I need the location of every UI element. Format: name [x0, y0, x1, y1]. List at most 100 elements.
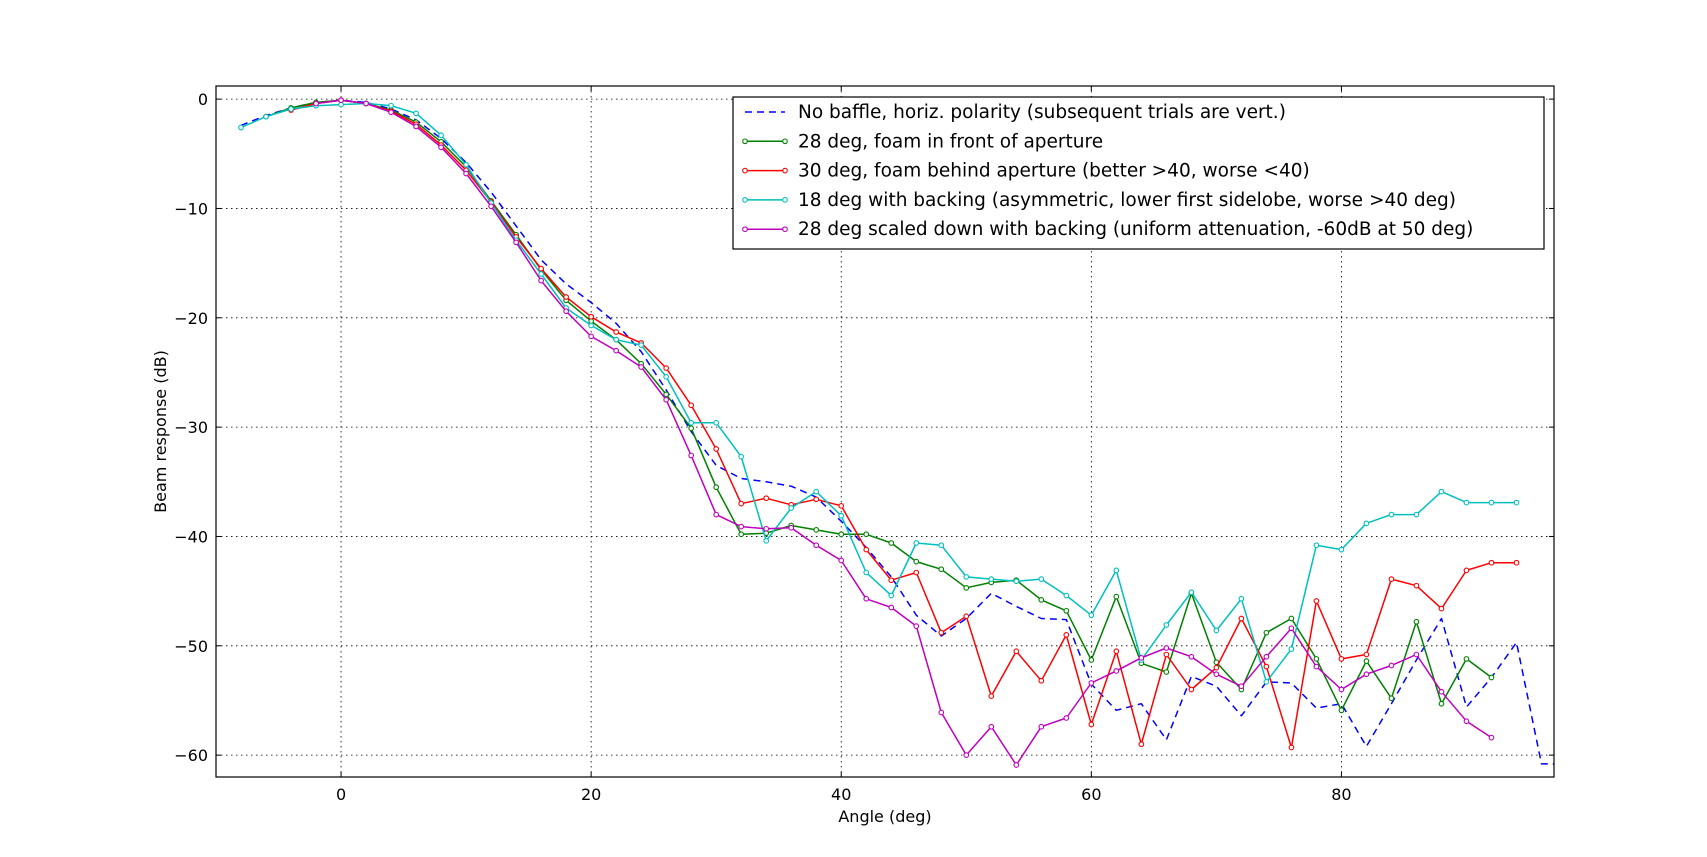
- series-2-point: [938, 566, 945, 573]
- x-tick-label: 60: [1081, 785, 1101, 804]
- y-tick-label: −20: [174, 309, 208, 328]
- series-3-point: [1263, 663, 1270, 670]
- series-5-point: [713, 511, 720, 518]
- series-4-point: [288, 106, 294, 112]
- series-5-point: [1063, 715, 1070, 721]
- series-4-point: [1388, 511, 1395, 518]
- series-5-point: [863, 595, 870, 602]
- series-5-point: [1338, 686, 1345, 693]
- series-5-point: [588, 333, 594, 340]
- series-4-point: [1413, 511, 1420, 518]
- series-4-point: [863, 569, 870, 576]
- series-4-point: [713, 419, 720, 426]
- series-3-point: [663, 365, 670, 371]
- series-5-point: [888, 604, 895, 611]
- y-tick-label: −60: [174, 746, 208, 765]
- series-4-point: [738, 453, 745, 460]
- series-4-point: [1263, 679, 1270, 685]
- series-3-point: [1488, 559, 1495, 566]
- series-2-point: [963, 584, 970, 591]
- legend-swatch-marker: [782, 226, 788, 233]
- y-tick-label: 0: [198, 90, 208, 109]
- series-5-point: [1438, 688, 1445, 695]
- series-4-point: [813, 488, 820, 495]
- legend-swatch-marker: [742, 167, 748, 174]
- series-4-point: [963, 574, 970, 580]
- series-4-point: [788, 505, 795, 511]
- x-tick-label: 80: [1331, 785, 1351, 804]
- series-4-point: [1113, 567, 1120, 574]
- y-tick-label: −30: [174, 418, 208, 437]
- series-5-point: [438, 144, 444, 151]
- series-3-point: [713, 446, 720, 452]
- series-5-point: [1263, 653, 1270, 660]
- series-5-point: [1238, 683, 1245, 690]
- legend-swatch-marker: [782, 138, 788, 145]
- series-4-point: [938, 542, 945, 549]
- series-2-point: [1488, 674, 1495, 681]
- series-3-point: [1088, 721, 1095, 728]
- series-5-point: [738, 523, 745, 530]
- plot-frame: [215, 85, 1555, 778]
- series-2-point: [713, 484, 720, 491]
- series-5-point: [638, 364, 645, 370]
- series-layer: [238, 97, 1554, 768]
- series-5-point: [513, 239, 519, 246]
- series-3-point: [613, 329, 619, 335]
- y-tick-label: −40: [174, 527, 208, 546]
- series-3-point: [1013, 648, 1020, 655]
- series-5-point: [1313, 663, 1320, 670]
- series-3-point: [1438, 605, 1445, 612]
- series-3-point: [838, 502, 845, 509]
- series-3-point: [938, 629, 945, 636]
- series-4-line: [240, 102, 1517, 683]
- series-4-point: [1363, 520, 1370, 527]
- series-5-point: [613, 347, 619, 354]
- series-3-line: [290, 99, 1517, 749]
- series-5-point: [1013, 762, 1020, 768]
- series-3-point: [1138, 741, 1145, 748]
- series-4-point: [238, 124, 244, 131]
- x-tick-label: 0: [336, 785, 346, 804]
- series-4-point: [763, 537, 770, 544]
- series-3-point: [538, 265, 544, 272]
- series-3-point: [738, 500, 745, 507]
- legend-label: 28 deg scaled down with backing (uniform…: [798, 219, 1473, 240]
- series-3-point: [863, 546, 870, 553]
- series-3-point: [888, 577, 895, 584]
- y-tick-label: −50: [174, 637, 208, 656]
- series-5-point: [1138, 654, 1145, 661]
- series-3-point: [1513, 559, 1520, 566]
- series-4-point: [913, 540, 920, 546]
- series-2-point: [1338, 707, 1345, 714]
- axis-ticks: 0 20 40 60 80 0 −10 −20 −30 −40 −50 −60: [174, 86, 1554, 804]
- series-5-point: [1388, 662, 1395, 669]
- series-3-point: [763, 495, 770, 502]
- series-4-point: [438, 132, 444, 139]
- series-5-point: [313, 100, 319, 107]
- series-4-point: [838, 512, 845, 519]
- series-3-point: [1188, 686, 1195, 693]
- series-4-point: [613, 336, 619, 343]
- legend-entry-1: No baffle, horiz. polarity (subsequent t…: [745, 102, 1286, 123]
- legend-entry-2: 28 deg, foam in front of aperture: [742, 131, 1103, 152]
- legend-entry-4: 18 deg with backing (asymmetric, lower f…: [742, 190, 1456, 211]
- legend-swatch-marker: [742, 138, 748, 145]
- series-3-point: [1213, 664, 1220, 671]
- series-5-point: [363, 100, 369, 107]
- series-5-point: [388, 109, 394, 116]
- x-tick-label: 40: [831, 785, 851, 804]
- series-4-point: [463, 161, 469, 168]
- series-3-point: [688, 402, 695, 409]
- series-5-point: [663, 396, 670, 403]
- series-3-point: [1163, 651, 1170, 658]
- series-4-point: [1463, 499, 1470, 506]
- legend-label: 28 deg, foam in front of aperture: [798, 131, 1103, 152]
- series-5-point: [938, 709, 945, 716]
- x-axis-label: Angle (deg): [838, 807, 931, 826]
- series-5-point: [563, 308, 569, 315]
- series-4-point: [1288, 646, 1295, 652]
- series-2-point: [1263, 629, 1270, 636]
- series-2-point: [1088, 657, 1095, 663]
